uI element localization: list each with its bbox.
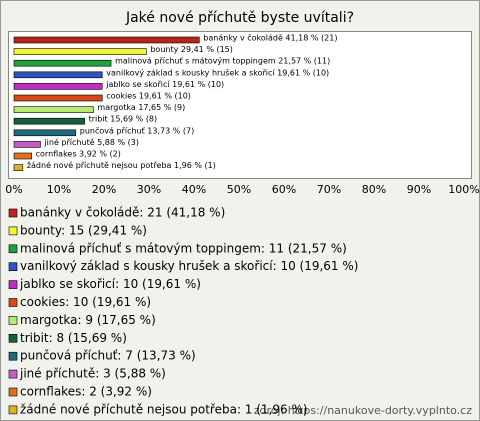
x-tick-label: 20% [92,183,116,196]
legend-label: tribit: 8 (15,69 %) [20,331,127,345]
legend-swatch [8,387,18,397]
x-tick-label: 80% [362,183,386,196]
legend-label: cornflakes: 2 (3,92 %) [20,385,152,399]
x-tick-label: 70% [317,183,341,196]
bar-label: bounty 29,41 % (15) [150,45,233,54]
bar-label: žádné nové příchutě nejsou potřeba 1,96 … [27,160,216,170]
bar-label: jiné příchutě 5,88 % (3) [43,137,139,147]
bar-label: margotka 17,65 % (9) [97,103,185,112]
legend-label: bounty: 15 (29,41 %) [20,223,147,237]
legend-swatch [8,405,18,415]
bar [13,129,77,137]
bar [13,83,103,90]
bar-label: cornflakes 3,92 % (2) [36,150,121,159]
chart-title: Jaké nové příchutě byste uvítali? [125,10,354,26]
x-tick-label: 60% [272,183,296,196]
x-tick-label: 30% [137,183,161,196]
legend-swatch [8,226,18,236]
x-tick-label: 100% [448,183,479,196]
legend-swatch [8,298,18,307]
bar-label: malinová příchuť s mátovým toppingem 21,… [115,57,330,66]
legend-swatch [8,280,18,289]
legend-label: margotka: 9 (17,65 %) [20,313,156,327]
bar-label: cookies 19,61 % (10) [106,92,191,101]
bar [13,36,200,44]
bar [13,141,41,148]
bar-label: banánky v čokoládě 41,18 % (21) [203,33,337,43]
legend-label: jiné příchutě: 3 (5,88 %) [19,367,166,381]
legend-label: malinová příchuť s mátovým toppingem: 11… [20,241,347,255]
legend-swatch [8,369,18,379]
legend-label: žádné nové příchutě nejsou potřeba: 1 (1… [20,402,308,416]
x-tick-label: 40% [182,183,206,196]
legend-label: banánky v čokoládě: 21 (41,18 %) [20,206,225,220]
x-tick-label: 10% [47,183,71,196]
x-tick-label: 90% [407,183,431,196]
bar [13,152,32,160]
bar [13,117,85,125]
bar [13,94,103,102]
legend-swatch [8,316,18,325]
legend-label: punčová příchuť: 7 (13,73 %) [20,349,196,363]
bar [13,164,24,171]
legend-swatch [8,262,18,272]
bar [13,59,112,67]
legend-swatch [8,351,18,361]
legend-swatch [8,244,18,254]
bar [13,106,94,113]
bar-label: jablko se skořicí 19,61 % (10) [105,80,224,89]
legend-label: cookies: 10 (19,61 %) [20,295,151,309]
bar-label: punčová příchuť 13,73 % (7) [80,125,194,135]
x-tick-label: 0% [5,183,22,196]
legend-label: jablko se skořicí: 10 (19,61 %) [19,277,201,291]
bar [13,48,147,55]
legend-swatch [8,333,18,343]
bar-label: tribit 15,69 % (8) [89,115,158,124]
legend-label: vanilkový základ s kousky hrušek a skoři… [20,259,358,273]
bar [13,71,103,79]
x-tick-label: 50% [227,183,251,196]
plot-area [8,31,472,179]
bar-label: vanilkový základ s kousky hrušek a skoři… [106,67,329,77]
legend-swatch [8,208,18,218]
source: zdroj: https://nanukove-dorty.vyplnto.cz [254,404,472,417]
